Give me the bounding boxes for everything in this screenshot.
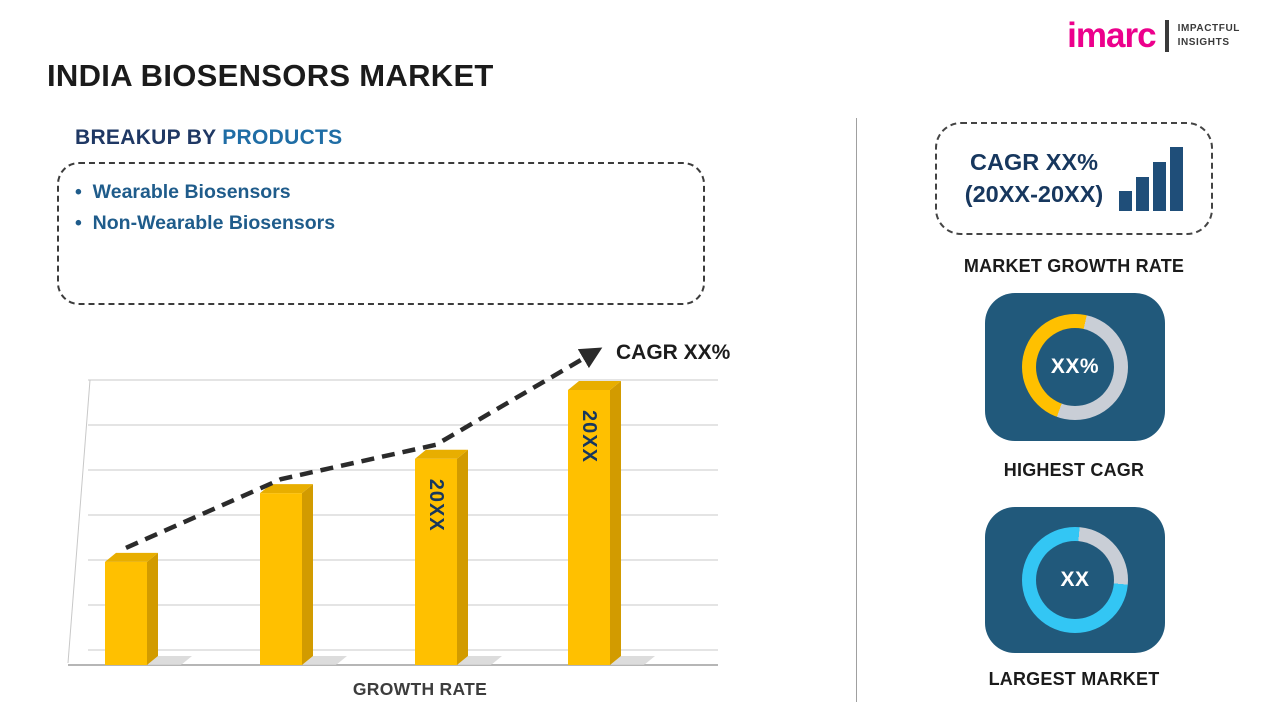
growth-bar-chart: 20XX 20XX xyxy=(67,347,718,666)
cagr-line1: CAGR XX% xyxy=(970,148,1098,175)
svg-text:20XX: 20XX xyxy=(425,479,447,532)
highest-cagr-value: XX% xyxy=(1050,355,1100,378)
imarc-logo: imarc IMPACTFUL INSIGHTS xyxy=(1067,18,1240,53)
donut-hole: XX% xyxy=(1036,328,1114,406)
bar-chart-icon xyxy=(1119,146,1184,211)
list-item: Non-Wearable Biosensors xyxy=(75,208,687,239)
breakup-heading-highlight: PRODUCTS xyxy=(222,126,343,149)
largest-market-value: XX xyxy=(1060,568,1090,591)
chart-bars: 20XX 20XX xyxy=(105,347,655,665)
cagr-value-text: CAGR XX% (20XX-20XX) xyxy=(965,147,1103,210)
largest-market-card: XX xyxy=(985,507,1165,653)
donut-hole: XX xyxy=(1036,541,1114,619)
logo-divider-bar xyxy=(1164,19,1169,52)
list-item: Wearable Biosensors xyxy=(75,177,687,208)
chart-x-axis-label: GROWTH RATE xyxy=(352,679,488,699)
logo-tagline-line2: INSIGHTS xyxy=(1177,36,1230,48)
cagr-trend-annotation: CAGR XX% xyxy=(616,341,731,364)
logo-tagline: IMPACTFUL INSIGHTS xyxy=(1178,22,1240,49)
highest-cagr-caption: HIGHEST CAGR xyxy=(1003,460,1145,480)
largest-market-donut-icon: XX xyxy=(1022,527,1128,633)
largest-market-caption: LARGEST MARKET xyxy=(988,669,1160,689)
page-title: INDIA BIOSENSORS MARKET xyxy=(47,58,494,93)
breakup-heading: BREAKUP BY PRODUCTS xyxy=(75,126,342,150)
cagr-line2: (20XX-20XX) xyxy=(964,180,1104,207)
logo-tagline-line1: IMPACTFUL xyxy=(1177,23,1240,34)
breakup-heading-prefix: BREAKUP BY xyxy=(75,126,223,149)
svg-text:20XX: 20XX xyxy=(578,410,600,463)
vertical-divider xyxy=(856,118,857,702)
imarc-brand-text: imarc xyxy=(1067,16,1156,55)
highest-cagr-donut-icon: XX% xyxy=(1022,314,1128,420)
highest-cagr-card: XX% xyxy=(985,293,1165,441)
breakup-products-box: Wearable Biosensors Non-Wearable Biosens… xyxy=(57,162,705,305)
market-growth-rate-card: CAGR XX% (20XX-20XX) xyxy=(935,122,1213,235)
market-growth-rate-caption: MARKET GROWTH RATE xyxy=(963,256,1185,276)
